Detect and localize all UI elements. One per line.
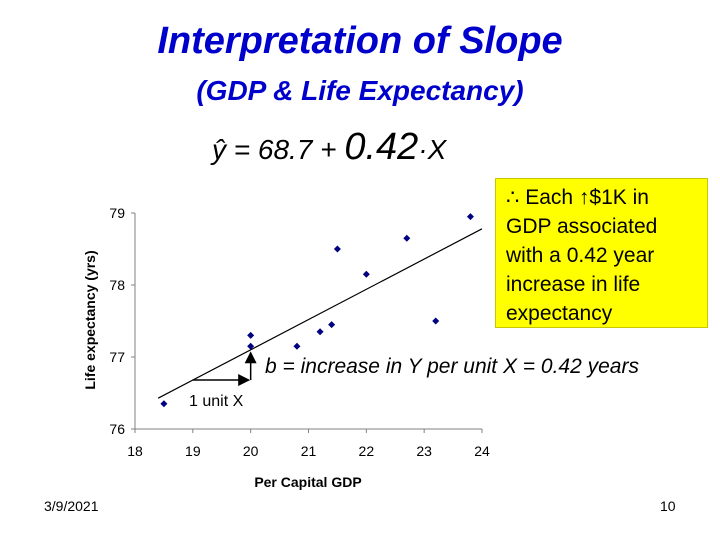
data-point	[328, 321, 336, 329]
data-point	[333, 245, 341, 253]
y-tick-label: 76	[109, 421, 125, 437]
x-tick-label: 24	[474, 443, 490, 459]
equation-prefix: ŷ = 68.7 +	[212, 134, 345, 165]
slide-date: 3/9/2021	[44, 498, 99, 514]
data-point	[293, 342, 301, 350]
slide-page-number: 10	[660, 498, 676, 514]
data-point	[316, 328, 324, 336]
fit-line	[157, 228, 483, 399]
x-tick-label: 19	[185, 443, 201, 459]
x-tick-label: 18	[127, 443, 143, 459]
x-axis-label: Per Capital GDP	[254, 474, 361, 490]
equation-coefficient: 0.42	[344, 126, 419, 168]
data-point	[432, 317, 440, 325]
slide-subtitle: (GDP & Life Expectancy)	[196, 75, 524, 106]
y-axis-label: Life expectancy (yrs)	[82, 250, 98, 389]
data-point	[160, 400, 168, 408]
interpretation-callout: ∴ Each ↑$1K in GDP associated with a 0.4…	[495, 178, 708, 328]
y-tick-label: 78	[109, 277, 125, 293]
chart-axes	[134, 213, 482, 430]
y-tick-label: 79	[109, 205, 125, 221]
data-point	[466, 213, 474, 221]
x-tick-label: 23	[416, 443, 432, 459]
equation-suffix: ·X	[418, 134, 447, 165]
slope-definition-note: b = increase in Y per unit X = 0.42 year…	[265, 355, 639, 379]
x-tick-label: 20	[243, 443, 259, 459]
x-tick-label: 22	[359, 443, 375, 459]
data-point	[362, 270, 370, 278]
x-tick-label: 21	[301, 443, 317, 459]
data-point	[403, 234, 411, 242]
y-tick-label: 77	[109, 349, 125, 365]
slide-title: Interpretation of Slope	[157, 20, 563, 62]
unit-x-label: 1 unit X	[189, 393, 244, 410]
slope-triangle	[192, 351, 257, 387]
data-point	[247, 342, 255, 350]
data-points	[160, 213, 474, 408]
regression-equation: ŷ = 68.7 + 0.42·X	[212, 126, 446, 169]
data-point	[247, 331, 255, 339]
chart-ticks: 18 19 20 21 22 23 24 76 77 78 79	[109, 205, 490, 459]
fit-line-group	[157, 228, 483, 399]
